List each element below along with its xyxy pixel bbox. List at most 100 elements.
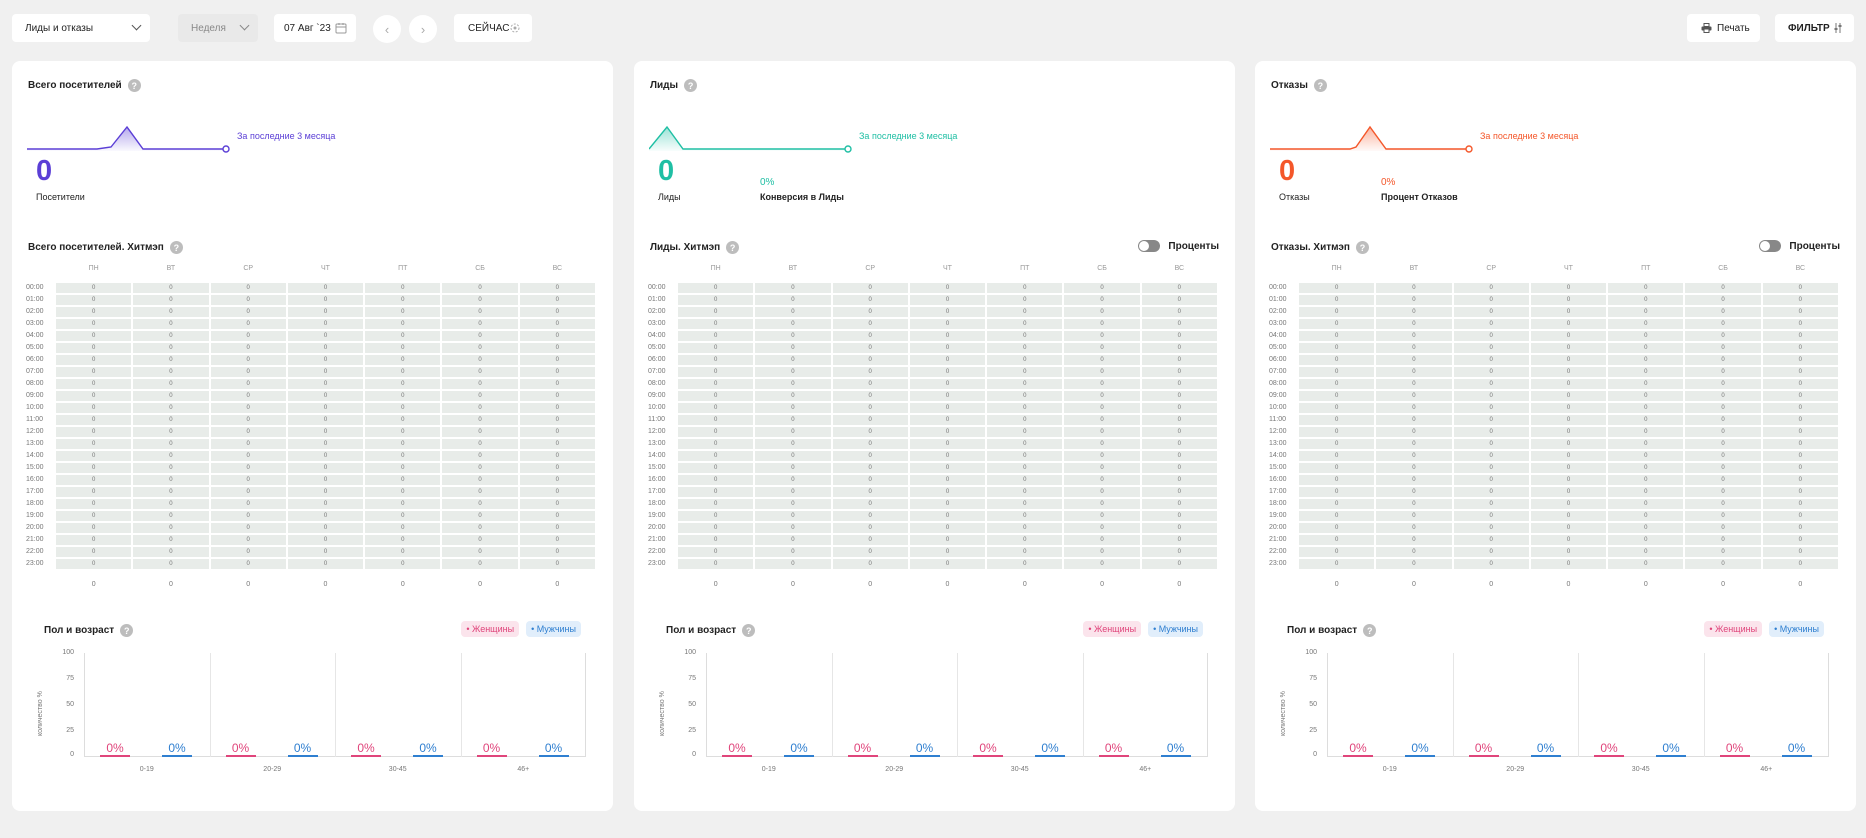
heatmap-cell[interactable]: 0	[1064, 331, 1140, 341]
report-select[interactable]: Лиды и отказы	[12, 14, 150, 42]
heatmap-cell[interactable]: 0	[755, 331, 831, 341]
heatmap-cell[interactable]: 0	[442, 295, 518, 305]
heatmap-cell[interactable]: 0	[442, 331, 518, 341]
heatmap-cell[interactable]: 0	[1762, 499, 1838, 509]
heatmap-cell[interactable]: 0	[1453, 415, 1529, 425]
heatmap-cell[interactable]: 0	[678, 295, 754, 305]
heatmap-cell[interactable]: 0	[1299, 547, 1375, 557]
heatmap-cell[interactable]: 0	[1453, 475, 1529, 485]
heatmap-cell[interactable]: 0	[56, 547, 132, 557]
help-icon[interactable]: ?	[1313, 79, 1327, 92]
heatmap-cell[interactable]: 0	[1685, 355, 1761, 365]
heatmap-cell[interactable]: 0	[210, 307, 286, 317]
heatmap-cell[interactable]: 0	[1453, 403, 1529, 413]
heatmap-cell[interactable]: 0	[832, 499, 908, 509]
heatmap-cell[interactable]: 0	[133, 367, 209, 377]
heatmap-cell[interactable]: 0	[56, 343, 132, 353]
heatmap-cell[interactable]: 0	[442, 319, 518, 329]
heatmap-cell[interactable]: 0	[56, 295, 132, 305]
heatmap-cell[interactable]: 0	[1685, 343, 1761, 353]
heatmap-cell[interactable]: 0	[442, 367, 518, 377]
heatmap-cell[interactable]: 0	[678, 355, 754, 365]
heatmap-cell[interactable]: 0	[909, 391, 986, 401]
heatmap-cell[interactable]: 0	[519, 319, 595, 329]
heatmap-cell[interactable]: 0	[1376, 511, 1452, 521]
heatmap-cell[interactable]: 0	[1762, 475, 1838, 485]
heatmap-cell[interactable]: 0	[832, 535, 908, 545]
prev-button[interactable]: ‹	[373, 15, 401, 43]
female-bar[interactable]	[225, 755, 256, 757]
heatmap-cell[interactable]: 0	[1376, 295, 1452, 305]
heatmap-cell[interactable]: 0	[1453, 295, 1529, 305]
heatmap-cell[interactable]: 0	[1762, 535, 1838, 545]
heatmap-cell[interactable]: 0	[1530, 511, 1607, 521]
heatmap-cell[interactable]: 0	[1685, 511, 1761, 521]
heatmap-cell[interactable]: 0	[678, 559, 754, 569]
heatmap-cell[interactable]: 0	[210, 499, 286, 509]
heatmap-cell[interactable]: 0	[678, 475, 754, 485]
heatmap-cell[interactable]: 0	[1762, 319, 1838, 329]
heatmap-cell[interactable]: 0	[909, 403, 986, 413]
heatmap-cell[interactable]: 0	[1530, 319, 1607, 329]
heatmap-cell[interactable]: 0	[1064, 547, 1140, 557]
heatmap-cell[interactable]: 0	[519, 295, 595, 305]
heatmap-cell[interactable]: 0	[1762, 367, 1838, 377]
heatmap-cell[interactable]: 0	[210, 535, 286, 545]
heatmap-cell[interactable]: 0	[519, 463, 595, 473]
male-bar[interactable]	[909, 755, 940, 757]
heatmap-cell[interactable]: 0	[1608, 487, 1684, 497]
heatmap-cell[interactable]: 0	[987, 355, 1063, 365]
heatmap-cell[interactable]: 0	[1299, 319, 1375, 329]
heatmap-cell[interactable]: 0	[519, 499, 595, 509]
heatmap-cell[interactable]: 0	[442, 343, 518, 353]
heatmap-cell[interactable]: 0	[755, 307, 831, 317]
heatmap-cell[interactable]: 0	[287, 451, 364, 461]
heatmap-cell[interactable]: 0	[1141, 379, 1217, 389]
heatmap-cell[interactable]: 0	[1685, 307, 1761, 317]
heatmap-cell[interactable]: 0	[1685, 331, 1761, 341]
heatmap-cell[interactable]: 0	[987, 487, 1063, 497]
heatmap-cell[interactable]: 0	[56, 367, 132, 377]
heatmap-cell[interactable]: 0	[1299, 487, 1375, 497]
heatmap-cell[interactable]: 0	[210, 331, 286, 341]
heatmap-cell[interactable]: 0	[1376, 403, 1452, 413]
heatmap-cell[interactable]: 0	[1453, 355, 1529, 365]
heatmap-cell[interactable]: 0	[1299, 379, 1375, 389]
heatmap-cell[interactable]: 0	[1299, 451, 1375, 461]
heatmap-cell[interactable]: 0	[678, 367, 754, 377]
heatmap-cell[interactable]: 0	[1299, 499, 1375, 509]
heatmap-cell[interactable]: 0	[365, 487, 441, 497]
heatmap-cell[interactable]: 0	[1376, 559, 1452, 569]
heatmap-cell[interactable]: 0	[210, 475, 286, 485]
heatmap-cell[interactable]: 0	[755, 559, 831, 569]
heatmap-cell[interactable]: 0	[133, 547, 209, 557]
heatmap-cell[interactable]: 0	[1685, 379, 1761, 389]
heatmap-cell[interactable]: 0	[519, 523, 595, 533]
heatmap-cell[interactable]: 0	[210, 319, 286, 329]
heatmap-cell[interactable]: 0	[1141, 475, 1217, 485]
date-picker[interactable]: 07 Авг `23	[274, 14, 356, 42]
heatmap-cell[interactable]: 0	[519, 451, 595, 461]
heatmap-cell[interactable]: 0	[56, 319, 132, 329]
heatmap-cell[interactable]: 0	[1299, 511, 1375, 521]
heatmap-cell[interactable]: 0	[832, 307, 908, 317]
heatmap-cell[interactable]: 0	[56, 511, 132, 521]
heatmap-cell[interactable]: 0	[755, 439, 831, 449]
heatmap-cell[interactable]: 0	[1762, 559, 1838, 569]
heatmap-cell[interactable]: 0	[1141, 487, 1217, 497]
heatmap-cell[interactable]: 0	[909, 367, 986, 377]
heatmap-cell[interactable]: 0	[1530, 343, 1607, 353]
heatmap-cell[interactable]: 0	[287, 319, 364, 329]
heatmap-cell[interactable]: 0	[1376, 355, 1452, 365]
heatmap-cell[interactable]: 0	[1453, 463, 1529, 473]
help-icon[interactable]: ?	[127, 79, 141, 92]
heatmap-cell[interactable]: 0	[1685, 427, 1761, 437]
heatmap-cell[interactable]: 0	[1141, 283, 1217, 293]
heatmap-cell[interactable]: 0	[442, 307, 518, 317]
heatmap-cell[interactable]: 0	[56, 415, 132, 425]
heatmap-cell[interactable]: 0	[909, 283, 986, 293]
heatmap-cell[interactable]: 0	[1064, 511, 1140, 521]
period-select[interactable]: Неделя	[178, 14, 258, 42]
heatmap-cell[interactable]: 0	[133, 499, 209, 509]
heatmap-cell[interactable]: 0	[56, 499, 132, 509]
